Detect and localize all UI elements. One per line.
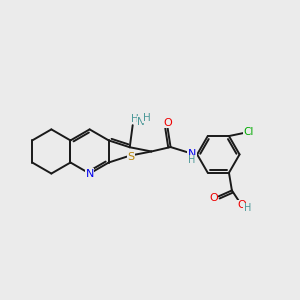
Text: Cl: Cl: [244, 127, 254, 137]
Text: O: O: [163, 118, 172, 128]
Text: H: H: [188, 155, 196, 165]
Text: O: O: [209, 193, 218, 203]
Text: N: N: [85, 169, 94, 178]
Text: H: H: [131, 114, 139, 124]
Text: H: H: [244, 203, 251, 213]
Text: O: O: [237, 200, 246, 210]
Text: N: N: [188, 149, 196, 159]
Text: H: H: [143, 113, 151, 123]
Text: N: N: [137, 117, 145, 127]
Text: S: S: [128, 152, 135, 162]
